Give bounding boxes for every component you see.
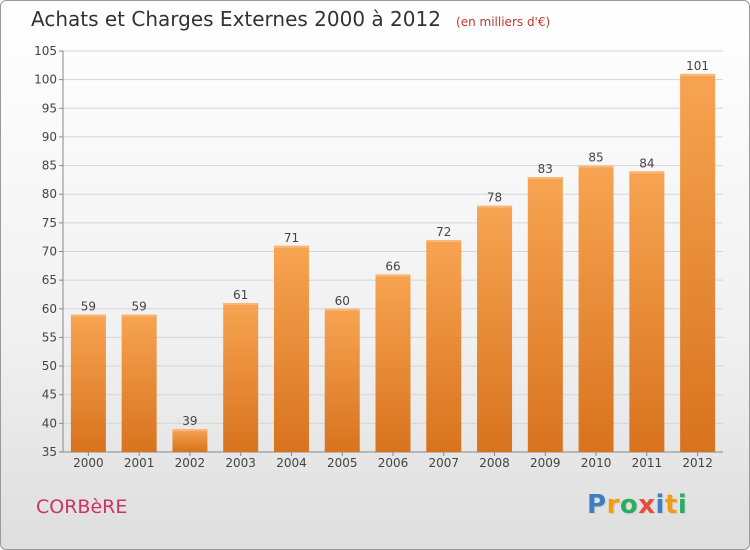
logo-letter: x — [638, 490, 656, 520]
bar — [477, 205, 513, 452]
y-tick-label: 80 — [42, 187, 57, 201]
x-tick-label: 2003 — [225, 456, 256, 470]
value-label: 60 — [335, 294, 350, 308]
bar-highlight — [629, 171, 665, 174]
x-tick-label: 2002 — [175, 456, 206, 470]
x-tick-label: 2004 — [276, 456, 307, 470]
y-tick-label: 35 — [42, 445, 57, 459]
value-label: 101 — [686, 59, 709, 73]
bar — [223, 303, 259, 452]
bar — [375, 274, 411, 452]
y-tick-label: 70 — [42, 245, 57, 259]
bar-highlight — [121, 314, 157, 317]
value-label: 71 — [284, 231, 299, 245]
bar-highlight — [70, 314, 106, 317]
value-label: 66 — [385, 259, 400, 273]
logo-letter: r — [606, 490, 620, 520]
value-label: 59 — [132, 300, 147, 314]
x-tick-label: 2008 — [479, 456, 510, 470]
bar — [70, 314, 106, 452]
proxiti-logo: Proxiti — [587, 490, 687, 520]
title-row: Achats et Charges Externes 2000 à 2012 (… — [31, 7, 550, 31]
value-label: 72 — [436, 225, 451, 239]
bar-highlight — [477, 205, 513, 208]
chart-subtitle: (en milliers d'€) — [456, 15, 551, 29]
bar — [578, 165, 614, 453]
logo-letter: i — [655, 490, 665, 520]
value-label: 59 — [81, 300, 96, 314]
x-tick-label: 2007 — [428, 456, 459, 470]
value-label: 61 — [233, 288, 248, 302]
x-tick-label: 2010 — [581, 456, 612, 470]
bar — [527, 177, 563, 452]
bar — [680, 73, 716, 453]
x-tick-label: 2006 — [378, 456, 409, 470]
logo-letter: i — [677, 490, 688, 520]
logo-letter: o — [619, 490, 639, 520]
bars — [70, 73, 716, 453]
bar — [172, 429, 208, 452]
x-tick-label: 2011 — [632, 456, 663, 470]
x-tick-label: 2005 — [327, 456, 358, 470]
bar — [629, 171, 665, 453]
x-tick-label: 2012 — [682, 456, 713, 470]
y-tick-label: 95 — [42, 101, 57, 115]
bar — [273, 245, 309, 452]
y-tick-label: 40 — [42, 416, 57, 430]
y-tick-label: 90 — [42, 130, 57, 144]
y-tick-label: 75 — [42, 216, 57, 230]
data-labels: 59 59 39 61 71 60 66 72 78 83 85 84 101 — [81, 59, 709, 428]
y-tick-label: 60 — [42, 302, 57, 316]
x-tick-label: 2009 — [530, 456, 561, 470]
y-tick-label: 50 — [42, 359, 57, 373]
x-tick-label: 2001 — [124, 456, 155, 470]
bar-highlight — [223, 303, 259, 306]
bar-highlight — [426, 240, 462, 243]
value-label: 84 — [639, 156, 654, 170]
bar-highlight — [680, 73, 716, 76]
y-tick-label: 85 — [42, 159, 57, 173]
y-tick-label: 65 — [42, 273, 57, 287]
bar — [324, 308, 360, 452]
bar-highlight — [578, 165, 614, 168]
bar-highlight — [324, 308, 360, 311]
bar-highlight — [527, 177, 563, 180]
y-tick-label: 45 — [42, 388, 57, 402]
value-label: 85 — [588, 151, 603, 165]
y-tick-label: 100 — [34, 73, 57, 87]
bar — [121, 314, 157, 452]
value-label: 39 — [182, 414, 197, 428]
bar-highlight — [273, 245, 309, 248]
commune-name: CORBèRE — [36, 496, 128, 518]
bar-highlight — [172, 429, 208, 432]
chart-title: Achats et Charges Externes 2000 à 2012 — [31, 7, 441, 31]
y-tick-label: 105 — [34, 44, 57, 58]
value-label: 83 — [538, 162, 553, 176]
bar-highlight — [375, 274, 411, 277]
y-tick-label: 55 — [42, 330, 57, 344]
x-tick-label: 2000 — [73, 456, 104, 470]
logo-letter: P — [587, 490, 607, 520]
logo-letter: t — [664, 490, 678, 520]
bar — [426, 240, 462, 452]
value-label: 78 — [487, 191, 502, 205]
